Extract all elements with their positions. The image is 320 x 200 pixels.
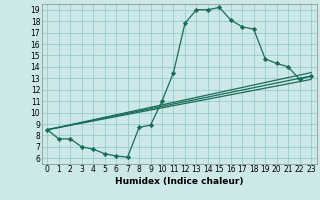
X-axis label: Humidex (Indice chaleur): Humidex (Indice chaleur): [115, 177, 244, 186]
